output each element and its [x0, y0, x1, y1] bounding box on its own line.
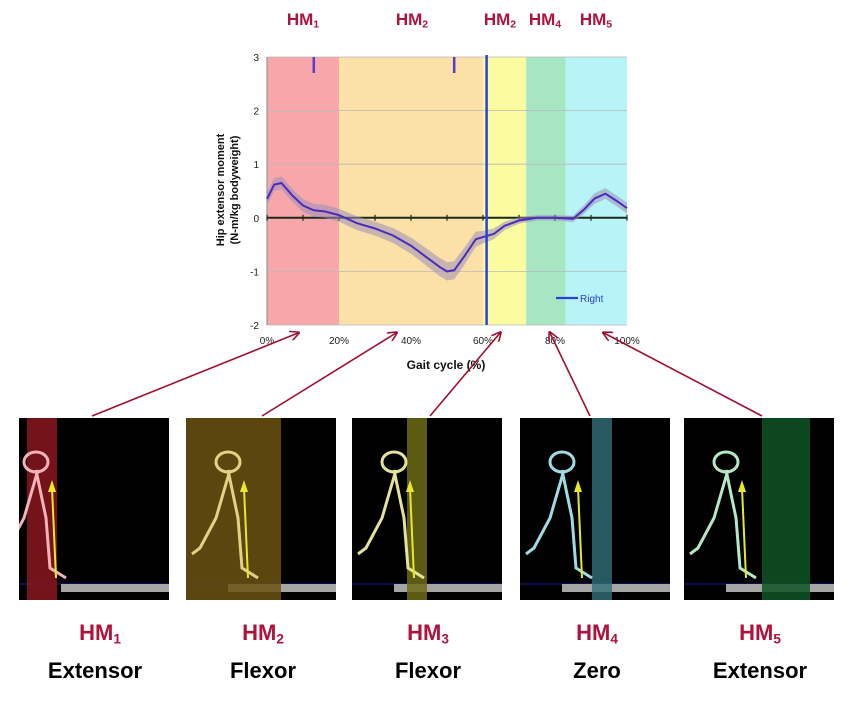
- phase-overlay: [762, 418, 810, 600]
- skeleton-panel-5: [684, 418, 834, 600]
- chart-legend: Right: [556, 294, 604, 305]
- phase-band-1: [267, 57, 339, 325]
- y-tick-label-4: -1: [250, 267, 259, 278]
- stance-leg-bone: [560, 469, 593, 580]
- x-tick-label-0: 0%: [260, 336, 275, 347]
- series-mean-line: [266, 181, 628, 273]
- force-plate: [562, 584, 670, 592]
- skeleton-illustration: [186, 418, 336, 600]
- panel-1-phase: HM1: [79, 620, 121, 647]
- force-vector-head: [240, 480, 248, 492]
- panel-5-type: Extensor: [712, 658, 808, 683]
- legend-label: Right: [580, 294, 604, 305]
- y-tick-label-2: 1: [253, 160, 259, 171]
- skeleton-illustration: [520, 418, 670, 600]
- skeleton-illustration: [19, 418, 169, 600]
- x-tick-label-4: 80%: [545, 336, 565, 347]
- y-axis-title: Hip extensor moment (N-m/kg bodyweight): [215, 133, 241, 247]
- pelvis-bone: [548, 450, 576, 474]
- panel-1-type: Extensor: [47, 658, 143, 683]
- pelvis-bone: [380, 450, 408, 474]
- swing-leg-bone: [689, 469, 730, 556]
- panel-5-phase: HM5: [739, 620, 781, 647]
- skeleton-panel-4: [520, 418, 670, 600]
- force-vector-head: [738, 480, 746, 492]
- x-tick-label-5: 100%: [614, 336, 640, 347]
- stance-leg-bone: [724, 469, 757, 580]
- swing-leg-bone: [357, 469, 398, 556]
- phase-header-3: HM2: [483, 10, 517, 31]
- panel-3-phase: HM3: [407, 620, 449, 647]
- stance-leg-bone: [226, 469, 259, 580]
- force-plate: [394, 584, 502, 592]
- phase-band-2: [339, 57, 483, 325]
- stance-leg-bone: [34, 469, 67, 580]
- force-vector: [741, 487, 747, 579]
- swing-leg-bone: [525, 469, 566, 556]
- y-tick-label-0: 3: [253, 53, 259, 64]
- y-axis-title-wrap: Hip extensor moment (N-m/kg bodyweight): [198, 80, 258, 300]
- x-axis-title: Gait cycle (%): [406, 358, 486, 372]
- skeleton-panel-2: [186, 418, 336, 600]
- panel-4-phase: HM4: [576, 620, 618, 647]
- phase-header-1: HM1: [286, 10, 320, 31]
- skeleton-panel-1: [19, 418, 169, 600]
- panel-4-type: Zero: [573, 658, 621, 683]
- panel-2-phase: HM2: [242, 620, 284, 647]
- phase-header-5: HM5: [579, 10, 613, 31]
- panel-3-type: Flexor: [394, 658, 462, 683]
- skeleton-illustration: [684, 418, 834, 600]
- force-plate: [61, 584, 169, 592]
- phase-band-5: [565, 57, 627, 325]
- phase-bands: [267, 57, 627, 325]
- phase-band-3: [483, 57, 527, 325]
- skeleton-illustration: [352, 418, 502, 600]
- force-vector: [409, 487, 415, 579]
- phase-header-4: HM4: [528, 10, 562, 31]
- y-tick-label-5: -2: [250, 321, 259, 332]
- force-vector: [243, 487, 249, 579]
- force-plate: [228, 584, 336, 592]
- skeleton-panel-3: [352, 418, 502, 600]
- x-tick-label-3: 60%: [473, 336, 493, 347]
- phase-header-2: HM2: [395, 10, 429, 31]
- phase-overlay: [592, 418, 612, 600]
- hip-moment-chart: 3 2 1 0 -1 -20% 20% 40% 60% 80% 100% Right: [250, 53, 640, 347]
- swing-leg-bone: [19, 469, 40, 531]
- y-tick-label-1: 2: [253, 107, 259, 118]
- force-vector-head: [574, 480, 582, 492]
- chart-series: [266, 55, 628, 325]
- x-tick-label-2: 40%: [401, 336, 421, 347]
- pelvis-bone: [712, 450, 740, 474]
- panel-2-type: Flexor: [229, 658, 297, 683]
- y-tick-label-3: 0: [253, 214, 259, 225]
- swing-leg-bone: [191, 469, 232, 556]
- force-vector: [577, 487, 583, 579]
- stance-leg-bone: [392, 469, 425, 580]
- force-vector-head: [48, 480, 56, 492]
- force-vector: [51, 487, 57, 579]
- phase-overlay: [186, 418, 281, 600]
- x-tick-label-1: 20%: [329, 336, 349, 347]
- phase-band-4: [526, 57, 566, 325]
- force-vector-head: [406, 480, 414, 492]
